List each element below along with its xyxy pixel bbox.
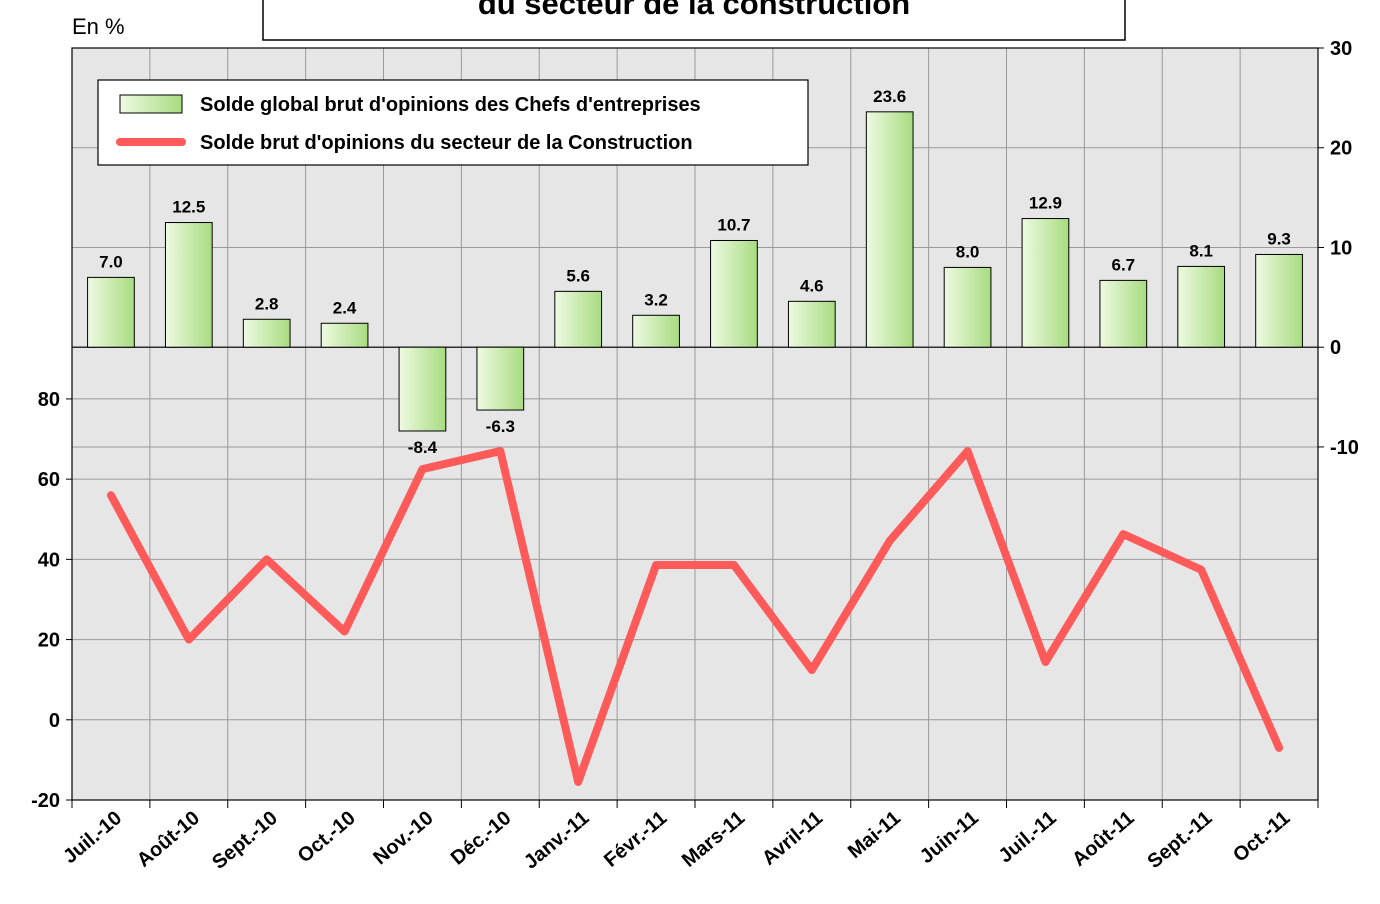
y2-tick-label: 30	[1330, 38, 1352, 60]
data-label: 12.9	[1029, 194, 1062, 213]
x-tick-label: Sept.-11	[1144, 807, 1217, 873]
bar	[710, 239, 758, 348]
data-label: 2.8	[255, 294, 279, 313]
y2-tick-label: -10	[1330, 437, 1359, 459]
x-tick-label: Août-10	[133, 807, 204, 872]
data-label: 4.6	[800, 276, 824, 295]
bar	[1255, 253, 1303, 348]
x-tick-label: Juin-11	[916, 807, 983, 868]
data-label: 2.4	[333, 298, 357, 317]
bar	[476, 346, 525, 411]
x-tick-label: Janv.-11	[520, 807, 593, 874]
x-tick-label: Juil.-11	[995, 807, 1061, 867]
data-label: 5.6	[566, 266, 590, 285]
data-label: 23.6	[873, 87, 906, 106]
y-tick-label: 60	[38, 469, 60, 491]
line	[106, 447, 1284, 786]
x-tick-label: Nov.-10	[369, 807, 437, 869]
legend-swatch	[119, 94, 183, 114]
legend-label: Solde global brut d'opinions des Chefs d…	[200, 94, 701, 116]
data-label: 3.2	[644, 290, 668, 309]
data-label: 10.7	[717, 215, 750, 234]
bar	[164, 222, 213, 348]
bar	[398, 346, 447, 432]
data-label: 6.7	[1111, 255, 1135, 274]
bar	[865, 111, 914, 348]
bar	[242, 318, 291, 348]
x-tick-label: Déc.-10	[447, 807, 516, 870]
bar	[87, 276, 135, 348]
data-label: 8.1	[1189, 241, 1213, 260]
x-tick-label: Oct.-10	[294, 807, 360, 867]
y-axis-label: En %	[72, 14, 125, 39]
y2-tick-label: 10	[1330, 237, 1352, 259]
x-tick-label: Mars-11	[678, 807, 749, 872]
x-tick-label: Avril-11	[758, 807, 827, 870]
x-tick-label: Sept.-10	[208, 807, 282, 874]
x-tick-label: Juil.-10	[59, 807, 126, 868]
bar	[943, 266, 992, 348]
data-label: 12.5	[172, 198, 205, 217]
y2-tick-label: 20	[1330, 138, 1352, 160]
bar	[1021, 218, 1070, 348]
bar	[787, 300, 836, 348]
bar	[320, 322, 369, 348]
x-tick-label: Févr.-11	[600, 807, 671, 872]
data-label: 7.0	[99, 252, 123, 271]
x-tick-label: Août-11	[1068, 807, 1138, 871]
y-tick-label: 20	[38, 630, 60, 652]
bar	[554, 290, 603, 348]
data-label: -6.3	[486, 417, 515, 436]
y2-tick-label: 0	[1330, 337, 1341, 359]
y-tick-label: 80	[38, 389, 60, 411]
data-label: 9.3	[1267, 229, 1291, 248]
y-tick-label: 0	[49, 710, 60, 732]
x-tick-label: Mai-11	[844, 807, 905, 863]
bar	[1177, 265, 1226, 348]
bar	[1099, 279, 1148, 348]
y-tick-label: -20	[31, 790, 60, 812]
data-label: 8.0	[956, 242, 980, 261]
legend-label: Solde brut d'opinions du secteur de la C…	[200, 132, 693, 154]
legend-box	[97, 79, 809, 166]
title-box	[262, 0, 1126, 41]
bar	[632, 314, 680, 348]
chart-title: du secteur de la construction	[478, 0, 910, 21]
data-label: -8.4	[408, 438, 438, 457]
x-tick-label: Oct.-11	[1229, 807, 1294, 867]
y-tick-label: 40	[38, 549, 60, 571]
